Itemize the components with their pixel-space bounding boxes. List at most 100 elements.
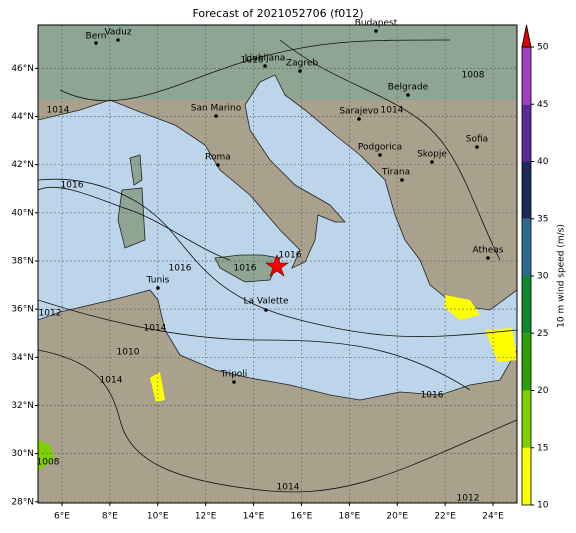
city-dot xyxy=(400,178,404,182)
city-dot xyxy=(430,160,434,164)
city-dot xyxy=(116,38,120,42)
city-label: Podgorica xyxy=(358,143,402,153)
colorbar-tick-label: 10 xyxy=(537,501,549,511)
y-tick-label: 28°N xyxy=(11,497,34,507)
y-tick-label: 32°N xyxy=(11,401,34,411)
colorbar-tick-label: 20 xyxy=(537,386,549,396)
city-dot xyxy=(156,286,160,290)
city-dot xyxy=(374,29,378,33)
x-tick-label: 22°E xyxy=(434,512,456,522)
city-dot xyxy=(263,64,267,68)
x-tick-label: 14°E xyxy=(243,512,265,522)
isobar-label: 1014 xyxy=(47,106,70,116)
map-frame xyxy=(37,24,518,504)
isobar-label: 1014 xyxy=(277,483,300,493)
isobar-label: 1016 xyxy=(241,56,264,66)
city-dot xyxy=(216,163,220,167)
colorbar-segment xyxy=(522,161,531,219)
isobar-label: 1016 xyxy=(234,264,257,274)
isobar xyxy=(38,299,471,391)
colorbar-tick-label: 50 xyxy=(537,43,549,53)
colorbar-tick-label: 45 xyxy=(537,100,548,110)
city-dot xyxy=(214,114,218,118)
x-tick-label: 16°E xyxy=(291,512,313,522)
colorbar-tick-label: 15 xyxy=(537,443,548,453)
corsica xyxy=(129,154,143,186)
wind-patch xyxy=(38,440,55,470)
isobar-label: 1014 xyxy=(100,376,123,386)
city-label: Skopje xyxy=(417,150,447,160)
colorbar-segment xyxy=(522,47,531,105)
city-label: Sarajevo xyxy=(339,107,379,117)
city-dot xyxy=(486,256,490,260)
colorbar-label: 10 m wind speed (m/s) xyxy=(557,224,567,328)
colorbar-segment xyxy=(522,276,531,334)
city-dot xyxy=(298,69,302,73)
colorbar-segment xyxy=(522,218,531,276)
isobar-label: 1016 xyxy=(279,251,302,261)
city-dot xyxy=(475,145,479,149)
isobar-label: 1010 xyxy=(117,348,140,358)
city-dot xyxy=(94,41,98,45)
colorbar-tick-label: 25 xyxy=(537,329,548,339)
isobar-label: 1016 xyxy=(421,391,444,401)
colorbar-segment xyxy=(522,104,531,162)
y-tick-label: 34°N xyxy=(11,353,34,363)
y-tick-label: 46°N xyxy=(11,64,34,74)
isobar xyxy=(38,186,231,261)
city-label: Tunis xyxy=(146,276,170,286)
y-tick-label: 40°N xyxy=(11,208,34,218)
colorbar-segment xyxy=(522,447,531,505)
city-label: Sofia xyxy=(466,135,488,145)
city-label: Atheas xyxy=(473,246,504,256)
city-dot xyxy=(378,153,382,157)
isobar-label: 1008 xyxy=(462,71,485,81)
colorbar-segment xyxy=(522,390,531,448)
isobar xyxy=(38,349,517,493)
x-tick-label: 12°E xyxy=(195,512,217,522)
city-label: La Valette xyxy=(244,297,289,307)
x-tick-label: 10°E xyxy=(147,512,169,522)
colorbar-tick-label: 40 xyxy=(537,157,549,167)
y-tick-label: 42°N xyxy=(11,160,34,170)
y-tick-label: 30°N xyxy=(11,449,34,459)
title: Forecast of 2021052706 (f012) xyxy=(192,7,363,20)
x-tick-label: 6°E xyxy=(54,512,70,522)
y-tick-label: 44°N xyxy=(11,112,34,122)
colorbar-extension xyxy=(521,24,532,48)
colorbar-tick-label: 35 xyxy=(537,214,548,224)
x-tick-label: 8°E xyxy=(102,512,118,522)
isobar-label: 1012 xyxy=(457,494,480,504)
x-tick-label: 20°E xyxy=(386,512,408,522)
city-label: Tripoli xyxy=(220,370,248,380)
isobar-label: 1008 xyxy=(37,458,60,468)
y-tick-label: 38°N xyxy=(11,256,34,266)
isobar-label: 1016 xyxy=(169,264,192,274)
isobar xyxy=(279,39,501,261)
isobar-label: 1014 xyxy=(381,106,404,116)
wind-patch xyxy=(150,372,165,402)
colorbar-segment xyxy=(522,333,531,391)
city-label: Ljubljana xyxy=(245,54,286,64)
city-label: Roma xyxy=(205,153,231,163)
isobar xyxy=(38,178,517,337)
city-dot xyxy=(264,308,268,312)
city-label: Vaduz xyxy=(104,28,131,38)
sea xyxy=(38,74,517,401)
city-label: San Marino xyxy=(191,104,242,114)
wind-patch xyxy=(445,295,480,320)
colorbar-tick-label: 30 xyxy=(537,272,549,282)
map-area xyxy=(38,25,517,503)
star-marker xyxy=(265,254,289,277)
isobar xyxy=(59,39,451,102)
isobar-label: 1014 xyxy=(144,324,167,334)
city-label: Zagreb xyxy=(286,59,318,69)
y-tick-label: 36°N xyxy=(11,305,34,315)
city-label: Belgrade xyxy=(388,83,429,93)
wind-patch xyxy=(485,328,517,362)
city-dot xyxy=(232,380,236,384)
city-label: Bern xyxy=(86,32,107,42)
isobar-label: 1016 xyxy=(61,181,84,191)
